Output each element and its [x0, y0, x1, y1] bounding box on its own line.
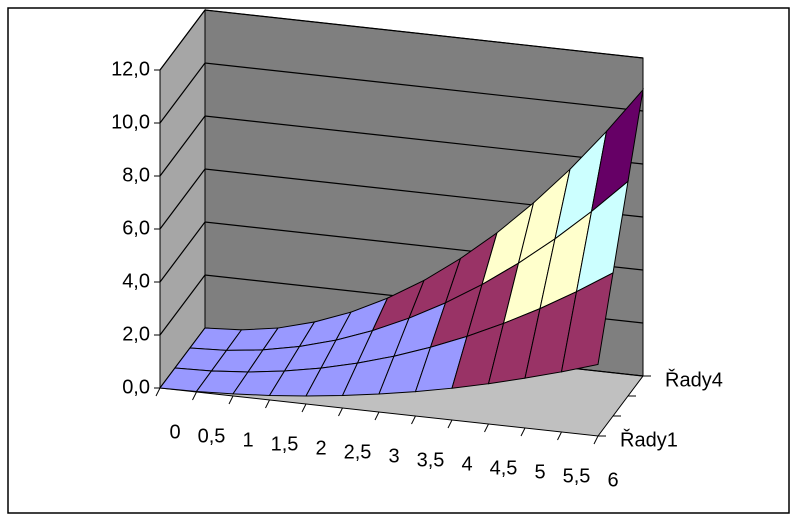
x-tick [557, 431, 562, 441]
x-tick-label: 2,5 [344, 441, 372, 463]
x-tick-label: 5 [534, 461, 545, 483]
depth-tick-label: Řady1 [620, 428, 678, 451]
x-tick [593, 435, 599, 445]
x-tick [374, 411, 380, 421]
x-tick [447, 419, 453, 429]
y-tick-label: 6,0 [122, 217, 150, 239]
y-tick-label: 4,0 [122, 270, 150, 292]
x-tick-label: 0 [169, 421, 180, 443]
grid-line [159, 62, 644, 124]
x-tick-label: 6 [607, 469, 618, 491]
x-tick [301, 403, 307, 413]
x-tick [411, 415, 416, 425]
x-tick-label: 1,5 [271, 433, 299, 455]
x-tick [155, 387, 161, 397]
y-tick-label: 12,0 [111, 58, 150, 80]
x-tick-label: 3,5 [417, 449, 445, 471]
surface-cell [560, 272, 614, 373]
labels: 0,0 2,0 4,0 6,0 8,0 10,0 12,0 0 0,5 1 1,5 2 2,5 3 3,5 4… [111, 58, 723, 491]
y-tick-label: 8,0 [122, 164, 150, 186]
y-tick-label: 0,0 [122, 376, 150, 398]
surface [159, 88, 644, 397]
x-tick-label: 0,5 [198, 425, 226, 447]
x-tick [192, 391, 197, 401]
x-tick [228, 395, 234, 405]
x-tick [265, 399, 270, 409]
x-tick-label: 4,5 [490, 457, 518, 479]
x-tick-label: 1 [242, 429, 253, 451]
x-tick [338, 407, 343, 417]
x-tick-label: 2 [315, 437, 326, 459]
grid-line [159, 115, 644, 177]
x-tick-label: 4 [461, 453, 472, 475]
y-tick-label: 2,0 [122, 323, 150, 345]
x-tick-label: 3 [388, 445, 399, 467]
grid-line [159, 168, 644, 230]
x-tick [484, 423, 489, 433]
x-tick-label: 5,5 [563, 465, 591, 487]
depth-tick-label: Řady4 [665, 368, 723, 391]
grid-line [159, 9, 644, 71]
y-tick-label: 10,0 [111, 111, 150, 133]
x-tick [520, 427, 526, 437]
